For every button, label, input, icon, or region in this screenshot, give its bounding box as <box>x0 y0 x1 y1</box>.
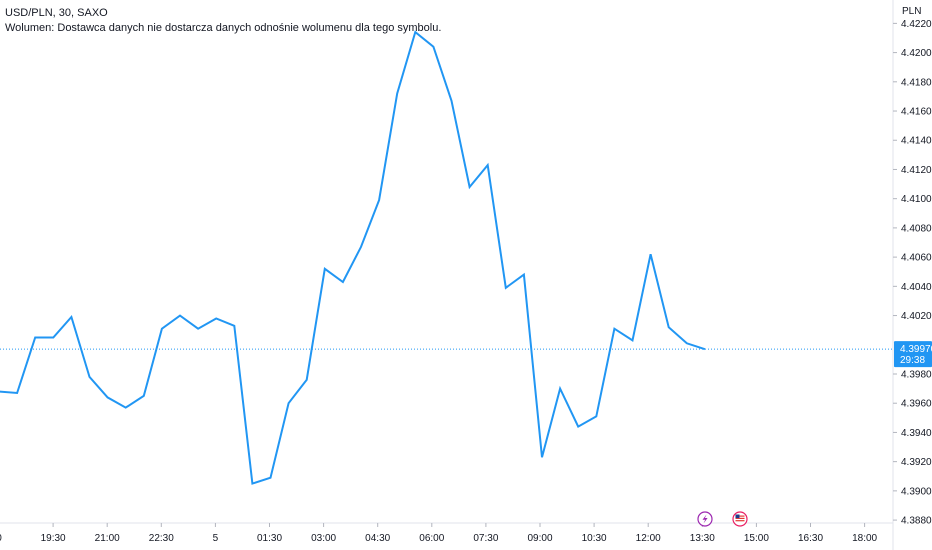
price-tick-label: 4.40200 <box>901 311 932 322</box>
time-tick-label: 0 <box>0 533 2 544</box>
time-tick-label: 10:30 <box>582 533 607 544</box>
price-axis[interactable]: 4.42200 4.42000 4.41800 4.41600 4.41400 4.412… <box>893 19 932 527</box>
price-tick-label: 4.38800 <box>901 516 932 527</box>
time-tick-label: 22:30 <box>149 533 174 544</box>
price-tick-label: 4.40600 <box>901 253 932 264</box>
time-tick-label: 09:00 <box>527 533 552 544</box>
price-tick-label: 4.39200 <box>901 457 932 468</box>
price-line <box>0 30 706 485</box>
last-price-value: 4.39970 <box>900 344 932 355</box>
time-tick-label: 01:30 <box>257 533 282 544</box>
price-tick-label: 4.41000 <box>901 194 932 205</box>
price-tick-label: 4.41400 <box>901 136 932 147</box>
price-tick-label: 4.39400 <box>901 428 932 439</box>
price-tick-label: 4.40800 <box>901 223 932 234</box>
price-tick-label: 4.41600 <box>901 107 932 118</box>
time-tick-label: 06:00 <box>419 533 444 544</box>
volume-notice: Wolumen: Dostawca danych nie dostarcza d… <box>5 22 442 34</box>
time-tick-label: 21:00 <box>95 533 120 544</box>
last-price-tag-bg <box>894 341 932 368</box>
us-flag-icon[interactable] <box>732 511 748 527</box>
time-tick-label: 04:30 <box>365 533 390 544</box>
time-tick-label: 19:30 <box>41 533 66 544</box>
time-tick-label: 03:00 <box>311 533 336 544</box>
last-price-tag: 4.39970 29:38 <box>894 341 932 368</box>
time-tick-label: 5 <box>213 533 219 544</box>
price-tick-label: 4.39800 <box>901 369 932 380</box>
time-tick-label: 16:30 <box>798 533 823 544</box>
price-tick-label: 4.42200 <box>901 19 932 30</box>
price-tick-label: 4.39600 <box>901 399 932 410</box>
currency-label: PLN <box>902 6 921 17</box>
time-tick-label: 13:30 <box>690 533 715 544</box>
price-tick-label: 4.42000 <box>901 48 932 59</box>
bar-countdown: 29:38 <box>900 355 925 366</box>
price-tick-label: 4.40400 <box>901 282 932 293</box>
price-tick-label: 4.41800 <box>901 77 932 88</box>
time-tick-label: 12:00 <box>636 533 661 544</box>
lightning-icon[interactable] <box>697 511 713 527</box>
time-tick-label: 18:00 <box>852 533 877 544</box>
time-tick-label: 07:30 <box>473 533 498 544</box>
price-line-group <box>0 30 706 485</box>
price-tick-label: 4.41200 <box>901 165 932 176</box>
time-tick-label: 15:00 <box>744 533 769 544</box>
time-axis[interactable]: 0 19:30 21:00 22:30 5 01:30 03:00 04:30 06:00 07:… <box>0 523 878 544</box>
symbol-title[interactable]: USD/PLN, 30, SAXO <box>5 7 108 19</box>
price-tick-label: 4.39000 <box>901 486 932 497</box>
chart-legend: USD/PLN, 30, SAXO Wolumen: Dostawca dany… <box>5 6 441 36</box>
